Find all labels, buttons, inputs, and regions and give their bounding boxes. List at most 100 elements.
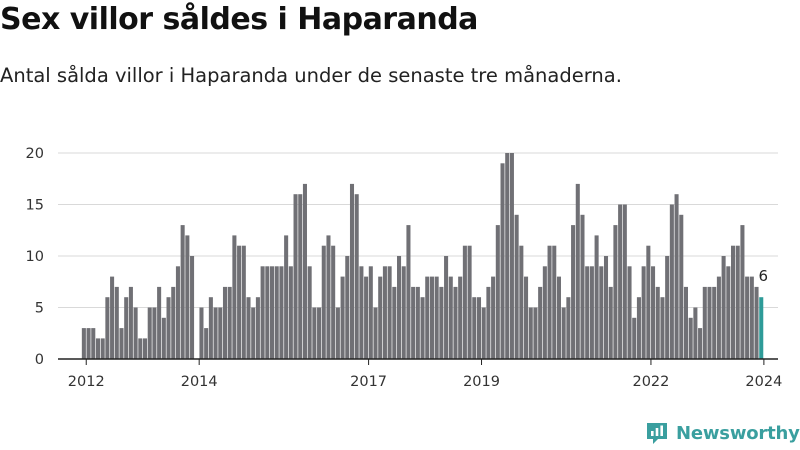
bar	[251, 307, 256, 359]
bar	[274, 266, 279, 359]
bar	[679, 214, 684, 359]
bar	[185, 235, 190, 359]
bar	[453, 286, 458, 359]
bar	[317, 307, 322, 359]
bar	[707, 286, 712, 359]
bar	[91, 328, 96, 359]
bar	[161, 317, 166, 359]
bar	[660, 297, 665, 359]
bar	[472, 297, 477, 359]
bars	[81, 153, 764, 359]
bar	[613, 225, 618, 359]
bar	[476, 297, 482, 359]
bar	[467, 245, 472, 359]
bar	[754, 286, 759, 359]
bar	[580, 214, 585, 359]
bar	[354, 194, 359, 359]
x-tick-label: 2012	[68, 374, 105, 390]
bar	[284, 235, 289, 359]
bar	[368, 266, 373, 359]
bar	[608, 286, 613, 359]
bar	[641, 266, 646, 359]
bar	[524, 276, 529, 359]
bar	[199, 307, 204, 359]
bar	[415, 286, 420, 359]
bar	[270, 266, 275, 359]
bar	[495, 225, 500, 359]
y-tick-label: 0	[35, 352, 44, 368]
bar	[627, 266, 632, 359]
bar	[528, 307, 533, 359]
x-tick-label: 2024	[745, 374, 782, 390]
bar	[378, 276, 383, 359]
bar	[349, 183, 355, 359]
bar	[735, 245, 740, 359]
bar	[293, 194, 298, 359]
bar	[326, 235, 331, 359]
bar	[683, 286, 688, 359]
bar	[745, 276, 750, 359]
bar	[208, 297, 213, 359]
bar	[542, 266, 547, 359]
bar	[204, 328, 209, 359]
bar	[110, 276, 115, 359]
bar	[730, 245, 736, 359]
bar	[157, 286, 162, 359]
bar	[237, 245, 242, 359]
x-tick-label: 2022	[632, 374, 669, 390]
bar	[255, 297, 260, 359]
bar	[556, 276, 561, 359]
bar	[128, 286, 133, 359]
bar	[486, 286, 491, 359]
bar	[509, 153, 514, 359]
bar	[302, 183, 307, 359]
bar	[222, 286, 228, 359]
bar	[575, 183, 580, 359]
bar	[81, 328, 86, 359]
bar	[373, 307, 378, 359]
bar	[359, 266, 364, 359]
bar	[142, 338, 148, 359]
bar	[321, 245, 326, 359]
bar	[712, 286, 717, 359]
bar	[571, 225, 576, 359]
bar	[213, 307, 218, 359]
bar	[95, 338, 100, 359]
bar	[561, 307, 566, 359]
bar	[547, 245, 552, 359]
bar	[533, 307, 538, 359]
bar	[241, 245, 246, 359]
bar	[458, 276, 463, 359]
bar	[364, 276, 369, 359]
y-tick-label: 15	[26, 198, 44, 214]
bar	[618, 204, 623, 359]
bar	[411, 286, 416, 359]
bar	[429, 276, 434, 359]
bar	[603, 256, 609, 359]
bar	[279, 266, 284, 359]
bar	[340, 276, 345, 359]
bar	[749, 276, 754, 359]
bar	[514, 214, 519, 359]
bar	[100, 338, 105, 359]
bar	[392, 286, 397, 359]
bar	[288, 266, 293, 359]
bar	[740, 225, 745, 359]
bar	[227, 286, 232, 359]
bar	[674, 194, 679, 359]
bar	[401, 266, 406, 359]
bar	[307, 266, 312, 359]
bar	[585, 266, 590, 359]
x-tick-label: 2017	[350, 374, 387, 390]
bar	[444, 256, 449, 359]
bar	[133, 307, 138, 359]
brand-name: Newsworthy	[676, 422, 800, 444]
bar	[599, 266, 604, 359]
bar	[636, 297, 641, 359]
bar	[138, 338, 143, 359]
bar	[190, 256, 195, 359]
bar	[594, 235, 599, 359]
bar	[439, 286, 444, 359]
newsworthy-logo-icon	[647, 423, 667, 444]
bar	[345, 256, 350, 359]
